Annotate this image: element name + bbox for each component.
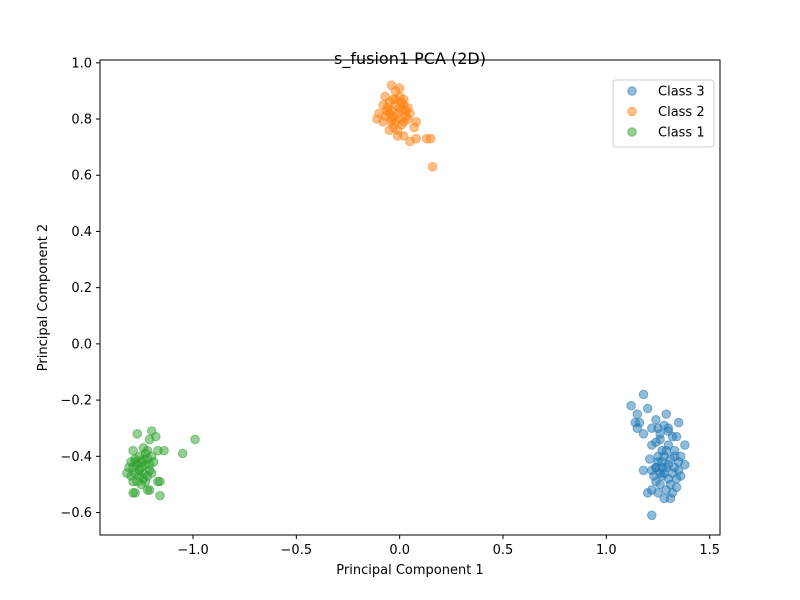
y-tick-label: −0.6 xyxy=(60,506,92,521)
y-tick-label: 0.4 xyxy=(71,225,92,240)
data-point xyxy=(130,457,140,467)
legend-label: Class 3 xyxy=(658,85,705,100)
legend-label: Class 2 xyxy=(658,105,705,120)
x-tick-label: −1.0 xyxy=(177,543,209,558)
data-point xyxy=(655,429,665,439)
data-point xyxy=(405,136,415,147)
data-point xyxy=(680,440,690,450)
data-point xyxy=(651,414,661,425)
x-axis: −1.0 −0.5 0.0 0.5 1.0 1.5 xyxy=(177,535,720,558)
y-tick-label: 0.8 xyxy=(71,113,92,128)
legend-marker xyxy=(627,106,637,117)
data-point xyxy=(638,465,649,476)
data-point xyxy=(144,434,155,445)
data-point xyxy=(632,423,643,434)
data-point xyxy=(155,490,165,501)
data-point xyxy=(153,476,163,487)
data-point xyxy=(144,459,155,470)
data-point xyxy=(384,125,395,136)
data-point xyxy=(671,431,682,442)
data-point xyxy=(146,468,157,478)
y-tick-label: 0.6 xyxy=(71,169,92,184)
y-tick-label: 0.0 xyxy=(71,337,92,352)
data-point xyxy=(673,417,684,428)
x-tick-label: 0.5 xyxy=(493,543,514,558)
data-point xyxy=(392,131,403,141)
legend-box xyxy=(612,79,715,148)
data-point xyxy=(425,133,436,144)
data-point xyxy=(673,465,684,476)
data-point xyxy=(378,117,388,127)
data-point xyxy=(649,471,659,481)
data-point xyxy=(661,409,672,419)
data-point xyxy=(680,459,690,470)
x-axis-label: Principal Component 1 xyxy=(336,563,483,578)
legend-marker xyxy=(627,127,637,137)
legend-marker xyxy=(627,86,637,96)
data-point xyxy=(138,473,149,484)
data-point xyxy=(409,122,419,133)
data-point xyxy=(638,389,649,400)
y-axis: −0.6 −0.4 −0.2 0.0 0.2 0.4 0.6 0.8 1.0 xyxy=(60,56,100,521)
legend-label: Class 1 xyxy=(658,126,705,141)
y-axis-label: Principal Component 2 xyxy=(36,224,51,371)
x-tick-label: −0.5 xyxy=(281,543,313,558)
x-tick-label: 1.0 xyxy=(596,543,617,558)
data-point xyxy=(671,482,682,493)
plot-frame xyxy=(99,59,721,536)
data-point xyxy=(401,105,411,116)
data-point xyxy=(653,488,663,498)
data-point xyxy=(657,462,667,473)
data-point xyxy=(651,437,661,448)
data-point xyxy=(663,426,674,436)
data-point xyxy=(647,510,657,521)
series-class-3 xyxy=(626,389,690,521)
data-point xyxy=(142,485,153,495)
x-tick-label: 0.0 xyxy=(389,543,410,558)
data-point xyxy=(177,448,188,459)
data-point xyxy=(642,403,653,414)
y-tick-label: 0.2 xyxy=(71,281,92,296)
data-point xyxy=(669,451,680,462)
data-point xyxy=(382,105,393,116)
data-point xyxy=(427,162,438,172)
data-point xyxy=(396,97,407,107)
data-point xyxy=(661,445,672,456)
data-point xyxy=(140,448,151,459)
y-tick-label: 1.0 xyxy=(71,56,92,71)
y-tick-label: −0.4 xyxy=(60,450,92,465)
data-point xyxy=(132,429,142,439)
data-point xyxy=(644,454,655,464)
series-class-2 xyxy=(372,80,438,172)
data-point xyxy=(396,119,407,130)
data-point xyxy=(134,465,145,476)
legend: Class 3 Class 2 Class 1 xyxy=(612,79,715,148)
data-point xyxy=(626,400,636,411)
data-point xyxy=(642,488,653,498)
data-point xyxy=(130,488,140,498)
data-point xyxy=(638,429,649,439)
chart-title: s_fusion1 PCA (2D) xyxy=(334,49,486,69)
data-point xyxy=(190,434,200,445)
data-point xyxy=(632,409,643,419)
data-point xyxy=(394,83,405,93)
data-point xyxy=(653,451,663,462)
data-point xyxy=(665,493,676,504)
points-layer xyxy=(122,80,690,521)
data-point xyxy=(386,117,397,127)
y-tick-label: −0.2 xyxy=(60,394,92,409)
data-point xyxy=(159,445,169,456)
x-tick-label: 1.5 xyxy=(699,543,720,558)
series-class-1 xyxy=(122,426,200,501)
